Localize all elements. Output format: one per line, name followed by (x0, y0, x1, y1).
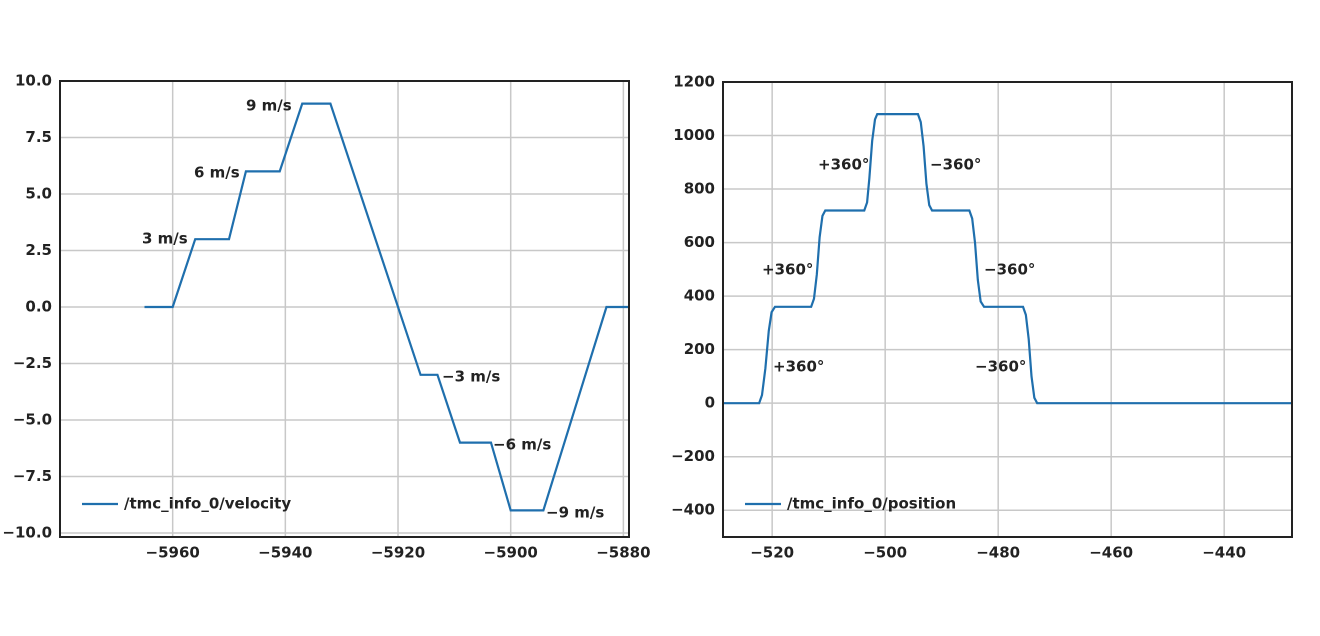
annotation: +360° (762, 261, 813, 279)
annotation: 9 m/s (246, 97, 292, 115)
x-tick-label: −480 (976, 544, 1020, 562)
annotation: 6 m/s (194, 164, 240, 182)
y-tick-label: 2.5 (25, 241, 52, 259)
y-tick-label: 0.0 (25, 298, 52, 316)
x-tick-label: −5920 (371, 544, 425, 562)
x-tick-label: −5960 (146, 544, 200, 562)
x-tick-label: −5880 (596, 544, 650, 562)
y-tick-label: −400 (671, 501, 715, 519)
legend-label: /tmc_info_0/velocity (124, 495, 291, 513)
data-line (723, 113, 1292, 405)
x-tick-label: −460 (1089, 544, 1133, 562)
y-tick-label: 1000 (673, 126, 715, 144)
x-tick-label: −440 (1202, 544, 1246, 562)
y-tick-label: 10.0 (15, 72, 52, 90)
y-tick-label: 7.5 (25, 128, 52, 146)
y-tick-label: −10.0 (2, 524, 52, 542)
plot-frame (59, 80, 630, 538)
y-tick-label: 600 (684, 233, 715, 251)
x-tick-label: −520 (750, 544, 794, 562)
annotation: +360° (773, 358, 824, 376)
y-tick-label: 800 (684, 180, 715, 198)
annotation: −360° (975, 358, 1026, 376)
x-tick-label: −500 (863, 544, 907, 562)
annotation: −360° (930, 156, 981, 174)
annotation: −9 m/s (546, 504, 604, 522)
data-line (144, 102, 629, 512)
y-tick-label: −5.0 (13, 411, 52, 429)
y-tick-label: 5.0 (25, 185, 52, 203)
y-tick-label: 200 (684, 340, 715, 358)
x-tick-label: −5940 (258, 544, 312, 562)
y-tick-label: 1200 (673, 73, 715, 91)
y-tick-label: −7.5 (13, 467, 52, 485)
plot-frame (722, 81, 1293, 538)
y-tick-label: 0 (705, 394, 715, 412)
annotation: −6 m/s (493, 436, 551, 454)
annotation: 3 m/s (142, 230, 188, 248)
annotation: −360° (984, 261, 1035, 279)
y-tick-label: −2.5 (13, 354, 52, 372)
x-tick-label: −5900 (484, 544, 538, 562)
annotation: +360° (818, 156, 869, 174)
y-tick-label: 400 (684, 287, 715, 305)
legend-label: /tmc_info_0/position (787, 495, 956, 513)
y-tick-label: −200 (671, 447, 715, 465)
annotation: −3 m/s (442, 368, 500, 386)
